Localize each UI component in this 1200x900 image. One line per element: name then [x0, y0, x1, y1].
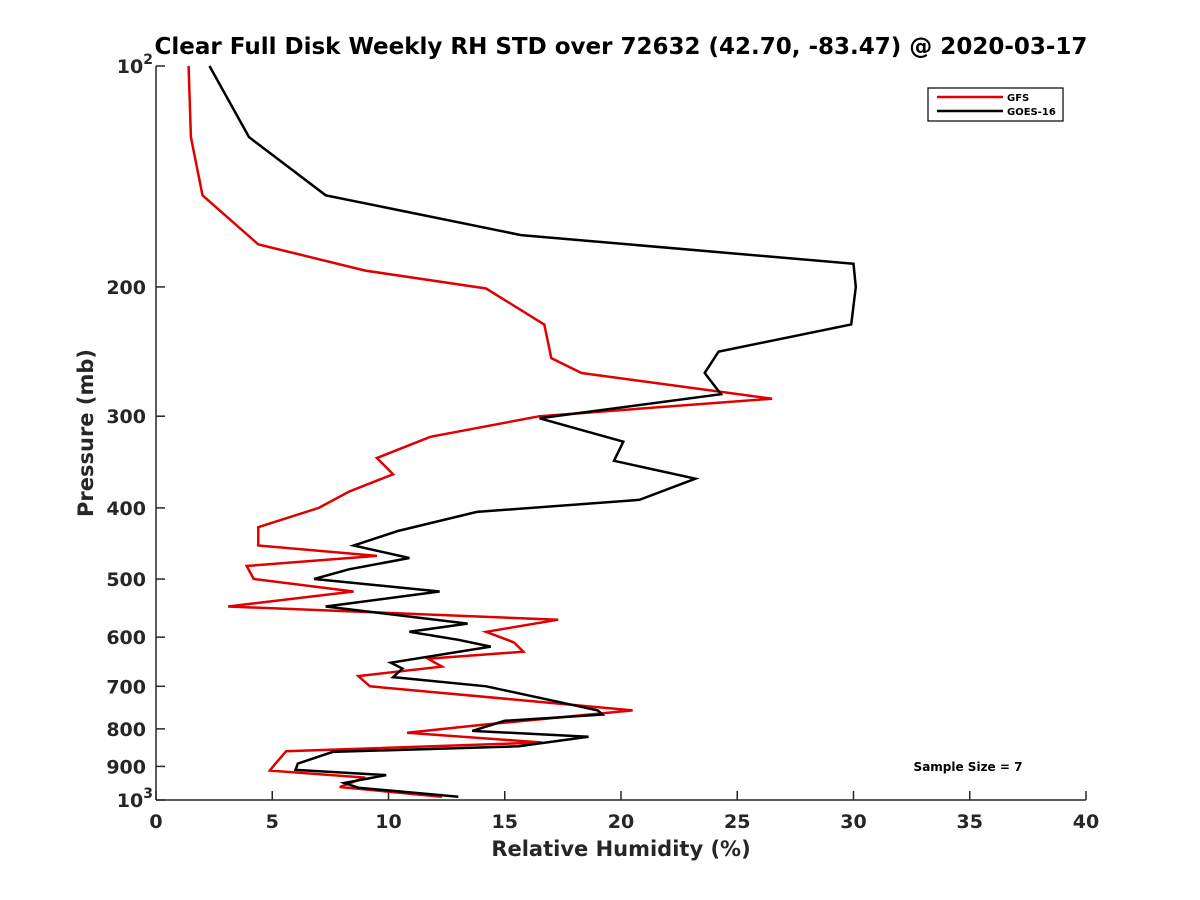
y-tick-label: 900: [106, 756, 146, 778]
plot-area: 0 5 10 15 20 25 30 35 40 10220030040050060070080…: [106, 52, 1099, 833]
y-tick-label: 400: [106, 498, 146, 520]
series-line-goes-16: [208, 65, 858, 799]
y-tick-base: 10: [117, 790, 143, 812]
y-tick-exponent: 2: [143, 52, 153, 68]
legend-label-gfs: GFS: [1007, 93, 1029, 104]
y-tick-label: 700: [106, 676, 146, 698]
x-tick-label: 20: [608, 811, 634, 833]
x-tick-label: 15: [492, 811, 518, 833]
x-tick-label: 0: [149, 811, 162, 833]
x-axis-title: Relative Humidity (%): [491, 837, 750, 861]
x-tick-label: 35: [957, 811, 983, 833]
x-tick-label: 40: [1073, 811, 1099, 833]
y-tick-base: 10: [117, 56, 143, 78]
x-tick-label: 30: [840, 811, 866, 833]
y-tick-label: 103: [117, 786, 153, 812]
x-tick-label: 5: [266, 811, 279, 833]
y-tick-exponent: 3: [143, 786, 153, 802]
chart-title: Clear Full Disk Weekly RH STD over 72632…: [155, 34, 1088, 60]
y-axis-title: Pressure (mb): [74, 349, 98, 517]
sample-size-annotation: Sample Size = 7: [914, 760, 1023, 774]
y-tick-label: 800: [106, 719, 146, 741]
legend: GFS GOES-16: [927, 87, 1064, 122]
y-tick-label: 300: [106, 406, 146, 428]
y-tick-label: 200: [106, 277, 146, 299]
y-tick-label: 600: [106, 627, 146, 649]
series-line-gfs: [187, 65, 773, 799]
series-layer: [187, 65, 858, 799]
y-tick-label: 500: [106, 569, 146, 591]
legend-box: [927, 87, 1064, 122]
y-tick-label: 102: [117, 52, 153, 78]
x-tick-label: 10: [375, 811, 401, 833]
x-tick-label: 25: [724, 811, 750, 833]
legend-label-goes-16: GOES-16: [1007, 107, 1056, 118]
x-ticks: 0 5 10 15 20 25 30 35 40: [149, 791, 1099, 833]
